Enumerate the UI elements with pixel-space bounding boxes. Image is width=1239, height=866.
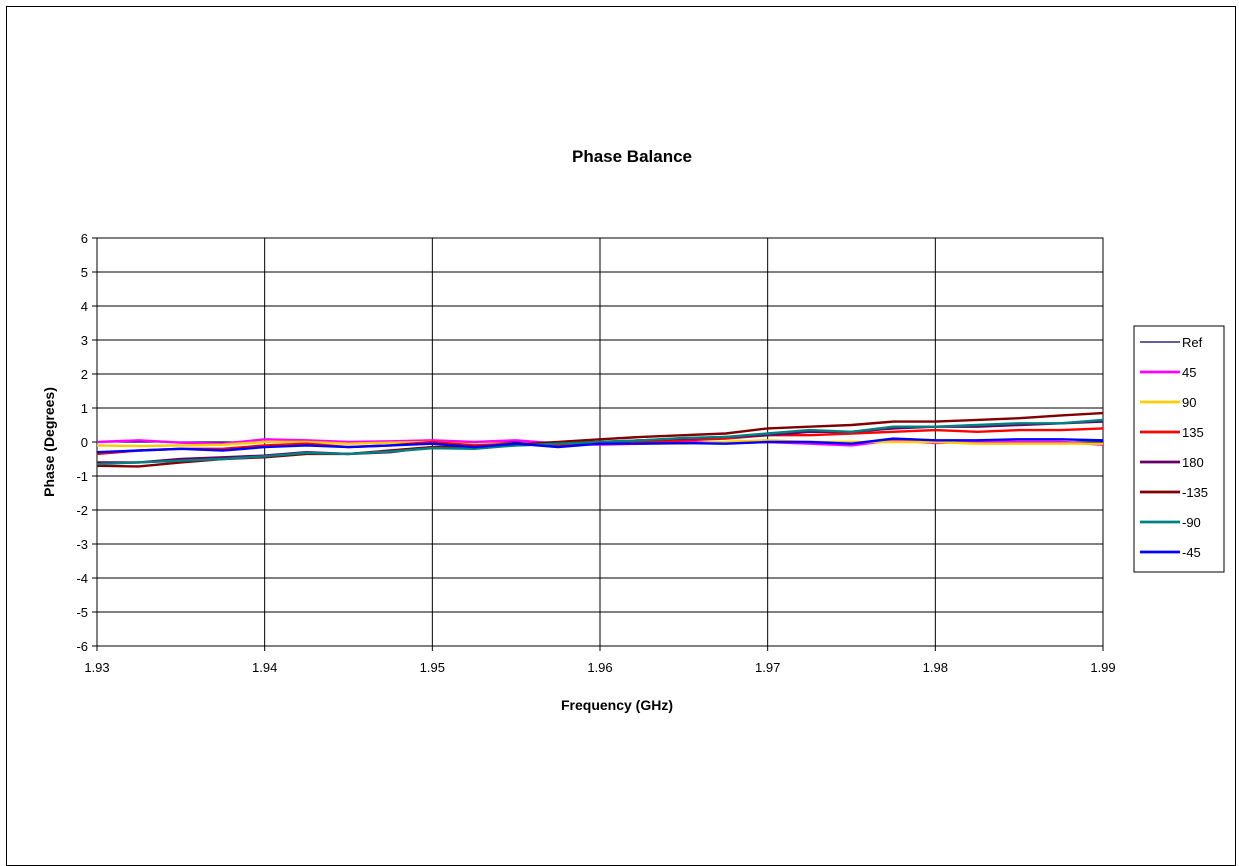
- legend-label: -90: [1182, 515, 1201, 530]
- legend-label: -135: [1182, 485, 1208, 500]
- y-tick-label: 3: [81, 333, 88, 348]
- x-tick-label: 1.97: [755, 660, 780, 675]
- x-axis-title: Frequency (GHz): [561, 697, 673, 713]
- series-line-neg90: [96, 418, 1104, 466]
- y-tick-label: 0: [81, 435, 88, 450]
- legend-label: 90: [1182, 395, 1196, 410]
- legend-label: 180: [1182, 455, 1204, 470]
- y-tick-label: -4: [76, 571, 88, 586]
- legend-label: Ref: [1182, 335, 1203, 350]
- x-tick-label: 1.93: [84, 660, 109, 675]
- y-tick-label: -2: [76, 503, 88, 518]
- y-tick-label: -3: [76, 537, 88, 552]
- y-tick-label: 6: [81, 231, 88, 246]
- chart-title: Phase Balance: [572, 147, 692, 166]
- y-tick-label: 1: [81, 401, 88, 416]
- y-tick-label: -1: [76, 469, 88, 484]
- x-tick-label: 1.96: [587, 660, 612, 675]
- y-tick-label: -6: [76, 639, 88, 654]
- y-tick-label: 2: [81, 367, 88, 382]
- y-tick-label: -5: [76, 605, 88, 620]
- x-tick-label: 1.94: [252, 660, 277, 675]
- y-tick-label: 5: [81, 265, 88, 280]
- x-tick-label: 1.95: [420, 660, 445, 675]
- y-tick-label: 4: [81, 299, 88, 314]
- y-axis-title: Phase (Degrees): [41, 387, 57, 497]
- x-tick-label: 1.99: [1090, 660, 1115, 675]
- legend-label: -45: [1182, 545, 1201, 560]
- legend-label: 135: [1182, 425, 1204, 440]
- x-tick-label: 1.98: [923, 660, 948, 675]
- legend-box: [1133, 325, 1225, 573]
- series-line-neg45: [96, 437, 1104, 454]
- legend-label: 45: [1182, 365, 1196, 380]
